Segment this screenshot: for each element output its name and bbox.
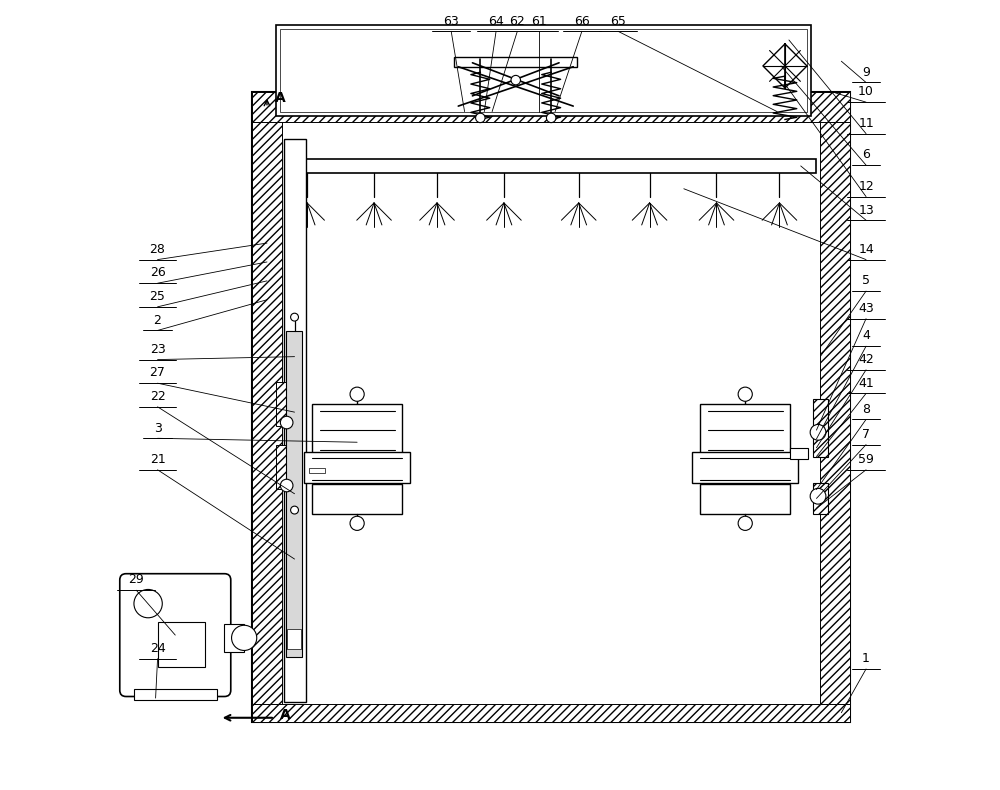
Bar [252, 704, 850, 722]
Bar [700, 484, 790, 514]
Text: 66: 66 [574, 14, 590, 28]
Bar [252, 92, 850, 722]
Text: 22: 22 [150, 390, 165, 403]
Text: 23: 23 [150, 343, 165, 356]
Text: 1: 1 [862, 653, 870, 665]
Bar [309, 468, 325, 473]
Circle shape [511, 75, 520, 85]
Text: 21: 21 [150, 453, 165, 466]
Text: 25: 25 [150, 290, 165, 303]
Text: 2: 2 [154, 314, 161, 327]
Bar [287, 630, 301, 649]
Text: A: A [280, 708, 290, 721]
Text: 29: 29 [128, 574, 144, 586]
Text: 61: 61 [531, 14, 547, 28]
Bar [284, 139, 306, 702]
Circle shape [280, 416, 293, 429]
Circle shape [476, 113, 485, 122]
Text: 59: 59 [858, 453, 874, 466]
Text: 11: 11 [858, 117, 874, 130]
Text: 24: 24 [150, 642, 165, 655]
Bar [312, 404, 402, 453]
Bar [252, 122, 282, 704]
Text: 27: 27 [150, 367, 165, 379]
Bar [813, 399, 828, 457]
Circle shape [350, 387, 364, 401]
Text: 14: 14 [858, 243, 874, 256]
Circle shape [291, 313, 298, 321]
Bar [454, 58, 577, 66]
Bar [276, 25, 811, 115]
Text: 65: 65 [610, 14, 626, 28]
Bar [307, 470, 327, 480]
Circle shape [810, 488, 826, 504]
Text: 6: 6 [862, 149, 870, 161]
Bar [312, 484, 402, 514]
Circle shape [280, 480, 293, 492]
Text: 62: 62 [509, 14, 525, 28]
Circle shape [738, 516, 752, 530]
Bar [280, 29, 807, 111]
Text: 41: 41 [858, 377, 874, 389]
Circle shape [134, 589, 162, 618]
Bar [692, 452, 798, 483]
Bar [790, 448, 808, 459]
Bar [304, 452, 410, 483]
Circle shape [810, 424, 826, 440]
Text: 9: 9 [862, 66, 870, 79]
Bar [286, 330, 302, 657]
Bar [820, 122, 850, 704]
Text: 42: 42 [858, 353, 874, 366]
FancyBboxPatch shape [120, 574, 231, 697]
Bar [276, 446, 290, 489]
Text: 10: 10 [858, 85, 874, 99]
Bar [276, 382, 290, 426]
Bar [700, 404, 790, 453]
Bar [286, 159, 816, 173]
Circle shape [546, 113, 556, 122]
Text: 28: 28 [150, 243, 165, 256]
Text: 13: 13 [858, 204, 874, 216]
Circle shape [291, 506, 298, 514]
Text: 3: 3 [154, 422, 161, 434]
Text: A: A [275, 91, 286, 105]
Text: 26: 26 [150, 266, 165, 280]
Text: 63: 63 [443, 14, 459, 28]
Text: 7: 7 [862, 428, 870, 441]
Circle shape [738, 387, 752, 401]
Text: 43: 43 [858, 302, 874, 315]
Bar [134, 689, 217, 700]
Text: 8: 8 [862, 403, 870, 416]
Bar [224, 624, 244, 652]
Text: 64: 64 [488, 14, 504, 28]
Circle shape [232, 625, 257, 650]
Circle shape [350, 516, 364, 530]
Bar [252, 92, 850, 122]
Text: 5: 5 [862, 274, 870, 288]
Bar [158, 623, 205, 667]
Bar [813, 483, 828, 514]
Text: 4: 4 [862, 329, 870, 342]
Text: 12: 12 [858, 180, 874, 193]
